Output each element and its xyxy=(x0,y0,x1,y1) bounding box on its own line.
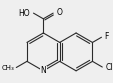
Text: O: O xyxy=(56,8,62,17)
Text: N: N xyxy=(40,66,46,75)
Text: F: F xyxy=(103,32,108,41)
Text: HO: HO xyxy=(18,9,30,18)
Text: CH₃: CH₃ xyxy=(1,64,14,70)
Text: Cl: Cl xyxy=(105,62,112,72)
